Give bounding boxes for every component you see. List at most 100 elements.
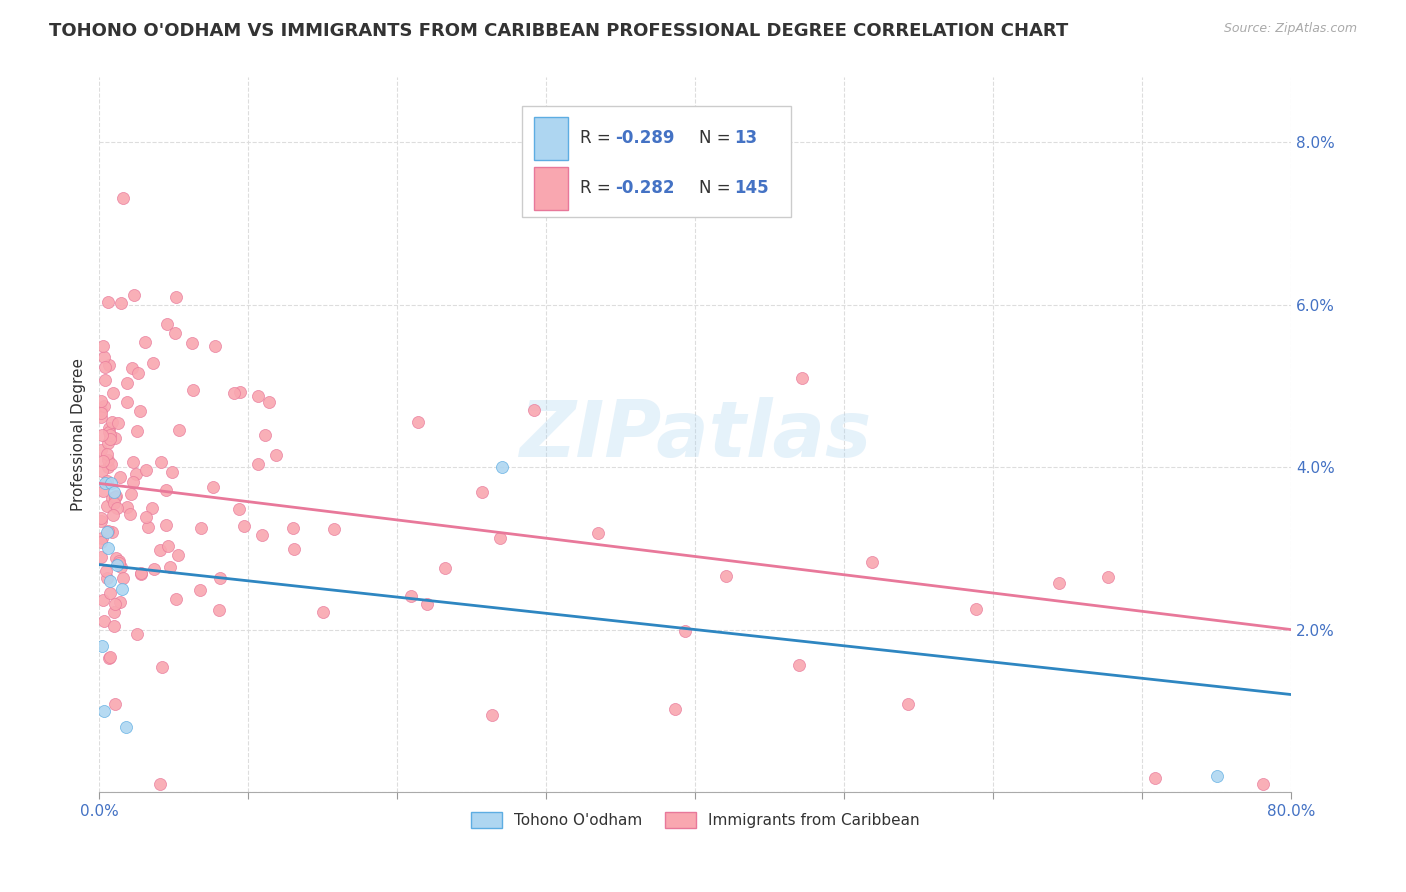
Point — [104, 698, 127, 712]
Point — [434, 561, 457, 575]
Point — [96, 500, 118, 514]
Point — [481, 708, 503, 723]
Point — [1205, 769, 1227, 783]
Point — [167, 549, 190, 563]
Point — [91, 428, 114, 442]
Text: R =: R = — [579, 129, 616, 147]
Text: 13: 13 — [734, 129, 758, 147]
Point — [165, 290, 187, 304]
Point — [148, 542, 170, 557]
Point — [406, 415, 429, 429]
Point — [96, 474, 118, 488]
Point — [115, 395, 138, 409]
Point — [125, 627, 148, 641]
Point — [93, 592, 115, 607]
Point — [97, 436, 120, 450]
Point — [142, 356, 165, 370]
Point — [155, 483, 177, 497]
Text: -0.289: -0.289 — [616, 129, 675, 147]
Point — [121, 360, 143, 375]
Point — [108, 556, 131, 570]
Point — [121, 475, 143, 489]
Text: R =: R = — [579, 179, 616, 197]
Point — [90, 550, 112, 565]
Point — [110, 295, 132, 310]
Point — [110, 560, 132, 574]
Point — [100, 476, 122, 491]
Point — [129, 567, 152, 582]
Point — [94, 359, 117, 374]
Point — [965, 602, 987, 616]
Point — [104, 597, 127, 611]
Point — [115, 500, 138, 515]
Point — [159, 560, 181, 574]
Point — [489, 531, 512, 545]
Point — [94, 564, 117, 578]
Point — [101, 491, 124, 505]
Point — [714, 568, 737, 582]
Point — [98, 649, 121, 664]
Point — [100, 524, 122, 539]
Point — [167, 423, 190, 437]
Point — [181, 383, 204, 397]
Point — [190, 521, 212, 535]
Point — [150, 659, 173, 673]
Point — [100, 415, 122, 429]
Point — [229, 384, 252, 399]
Point — [105, 501, 128, 516]
Point — [97, 459, 120, 474]
FancyBboxPatch shape — [534, 117, 568, 160]
Point — [323, 522, 346, 536]
Point — [91, 483, 114, 498]
Point — [129, 566, 152, 581]
Point — [201, 479, 224, 493]
Text: -0.282: -0.282 — [616, 179, 675, 197]
Point — [523, 402, 546, 417]
Point — [115, 376, 138, 390]
Point — [1049, 576, 1071, 591]
Point — [163, 326, 186, 340]
FancyBboxPatch shape — [534, 167, 568, 210]
Point — [90, 443, 112, 458]
Point — [1251, 777, 1274, 791]
Point — [253, 428, 276, 442]
Point — [97, 524, 120, 538]
Point — [97, 453, 120, 467]
Point — [122, 455, 145, 469]
Point — [103, 606, 125, 620]
Point — [134, 334, 156, 349]
Point — [120, 508, 142, 522]
Point — [97, 541, 120, 556]
Point — [97, 359, 120, 373]
Point — [98, 574, 121, 588]
Point — [91, 454, 114, 468]
Point — [90, 393, 112, 408]
Point — [90, 511, 112, 525]
Point — [112, 191, 135, 205]
Point — [129, 404, 152, 418]
Point — [104, 490, 127, 504]
Point — [91, 639, 114, 653]
Point — [222, 386, 245, 401]
Point — [399, 589, 422, 603]
Point — [136, 520, 159, 534]
Point — [860, 555, 883, 569]
Point — [233, 518, 256, 533]
Point — [156, 317, 179, 331]
Point — [91, 339, 114, 353]
Point — [149, 777, 172, 791]
Point — [91, 464, 114, 478]
Point — [125, 467, 148, 481]
Point — [103, 619, 125, 633]
Point — [110, 470, 132, 484]
Point — [160, 465, 183, 479]
Point — [103, 508, 125, 523]
Point — [1143, 772, 1166, 786]
Point — [90, 402, 112, 417]
Point — [90, 531, 112, 545]
Legend: Tohono O'odham, Immigrants from Caribbean: Tohono O'odham, Immigrants from Caribbea… — [465, 806, 925, 834]
Point — [90, 514, 112, 528]
Point — [93, 350, 115, 364]
Point — [789, 657, 811, 672]
Text: Source: ZipAtlas.com: Source: ZipAtlas.com — [1223, 22, 1357, 36]
